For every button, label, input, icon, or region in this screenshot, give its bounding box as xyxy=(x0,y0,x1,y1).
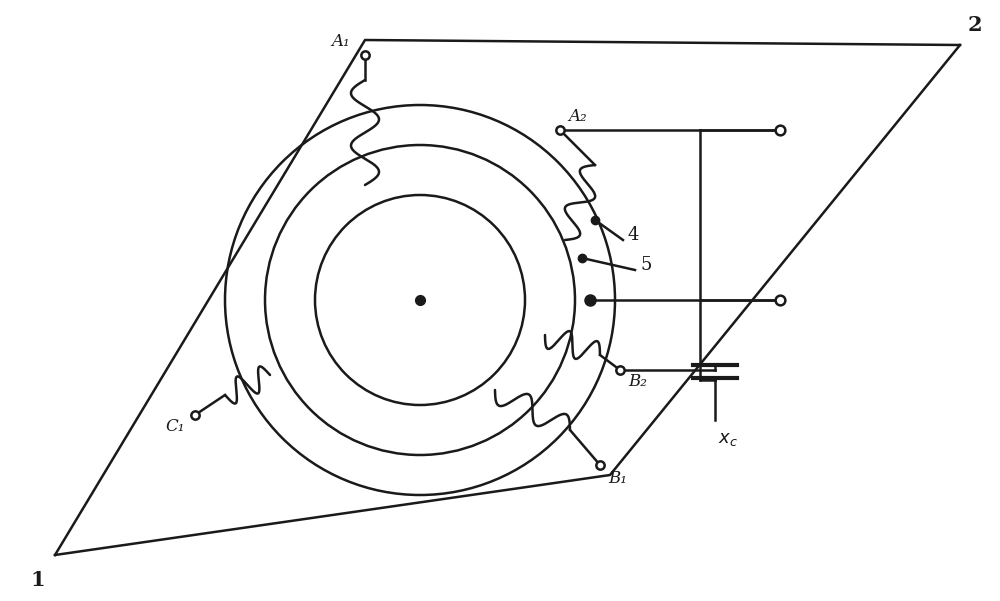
Text: 4: 4 xyxy=(628,226,639,244)
Text: 1: 1 xyxy=(30,570,45,590)
Text: B₁: B₁ xyxy=(608,470,627,487)
Text: $x_c$: $x_c$ xyxy=(718,430,738,448)
Text: 5: 5 xyxy=(640,256,651,274)
Text: 2: 2 xyxy=(968,15,983,35)
Text: A₁: A₁ xyxy=(331,33,350,50)
Text: B₂: B₂ xyxy=(628,373,647,390)
Text: C₁: C₁ xyxy=(166,418,185,435)
Text: A₂: A₂ xyxy=(568,108,587,125)
